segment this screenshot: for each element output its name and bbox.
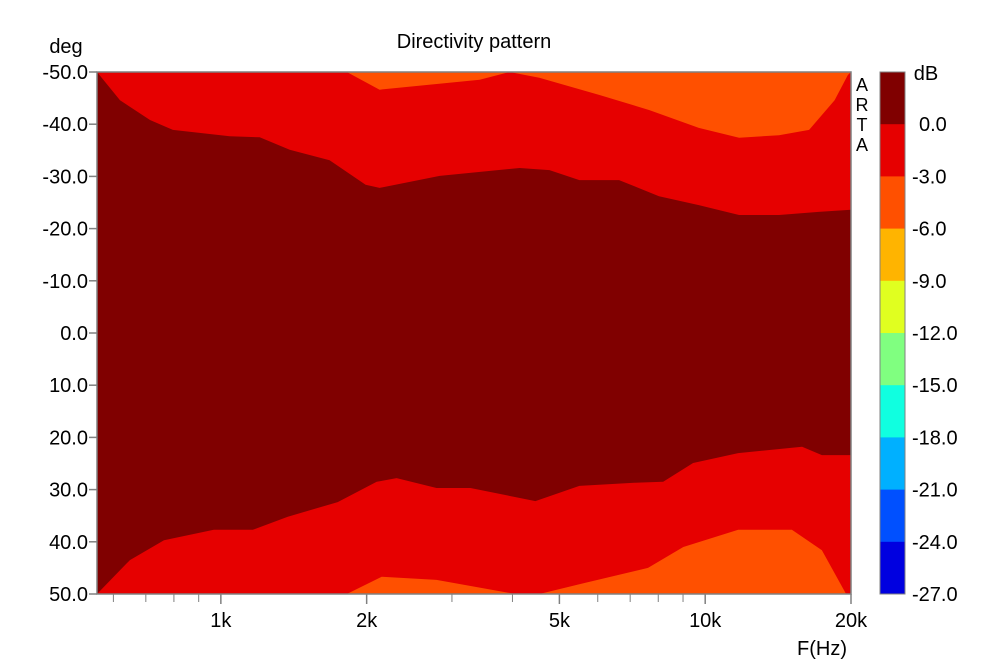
colorbar-swatch	[880, 176, 905, 230]
colorbar-swatch	[880, 124, 905, 177]
x-tick-label: 10k	[689, 610, 722, 632]
y-tick-label: 40.0	[49, 532, 88, 554]
colorbar-swatch	[880, 333, 905, 386]
colorbar-label: -15.0	[912, 375, 958, 397]
colorbar-swatch	[880, 541, 905, 595]
watermark-letter: R	[856, 95, 869, 115]
chart-title: Directivity pattern	[397, 31, 552, 53]
x-tick-label: 2k	[356, 610, 378, 632]
x-tick-label: 5k	[549, 610, 571, 632]
axes: -50.0 -40.0 -30.0 -20.0 -10.0 0.0 10.0 20.0 30.0…	[42, 62, 868, 632]
colorbar-label: -9.0	[912, 271, 946, 293]
watermark-letter: A	[856, 135, 868, 155]
plot-area	[97, 72, 851, 594]
y-tick-label: 0.0	[60, 323, 88, 345]
y-axis-label: deg	[49, 36, 82, 58]
colorbar-frame	[879, 71, 906, 595]
y-tick-label: -20.0	[42, 219, 88, 241]
colorbar-label: -12.0	[912, 323, 958, 345]
y-tick-label: -40.0	[42, 114, 88, 136]
colorbar-label: -21.0	[912, 480, 958, 502]
watermark-letter: T	[857, 115, 868, 135]
colorbar-label: -27.0	[912, 584, 958, 606]
level-minus6-to-minus3-region-top	[346, 72, 851, 138]
y-tick-label: 10.0	[49, 375, 88, 397]
colorbar-swatch	[880, 228, 905, 282]
colorbar-label: -18.0	[912, 427, 958, 449]
y-tick-label: 20.0	[49, 427, 88, 449]
colorbar-swatch	[880, 385, 905, 438]
x-tick-label: 20k	[835, 610, 868, 632]
colorbar-swatch	[880, 72, 905, 125]
y-tick-label: -30.0	[42, 166, 88, 188]
watermark-letter: A	[856, 75, 868, 95]
level-minus6-to-minus3-region-bottom	[346, 529, 847, 594]
colorbar-unit: dB	[914, 63, 938, 85]
colorbar-label: -3.0	[912, 166, 946, 188]
level-above-0-region	[97, 72, 851, 594]
colorbar: 0.0 -3.0 -6.0 -9.0 -12.0 -15.0 -18.0 -21.0 -24.0…	[879, 71, 958, 606]
colorbar-label: -24.0	[912, 532, 958, 554]
colorbar-swatch	[880, 437, 905, 491]
y-tick-label: -10.0	[42, 271, 88, 293]
x-axis-label: F(Hz)	[797, 638, 847, 660]
y-tick-label: -50.0	[42, 62, 88, 84]
colorbar-swatch	[880, 489, 905, 543]
colorbar-label: 0.0	[919, 114, 947, 136]
y-tick-label: 30.0	[49, 480, 88, 502]
colorbar-swatch	[880, 280, 905, 334]
x-tick-label: 1k	[210, 610, 232, 632]
colorbar-label: -6.0	[912, 219, 946, 241]
y-tick-label: 50.0	[49, 584, 88, 606]
